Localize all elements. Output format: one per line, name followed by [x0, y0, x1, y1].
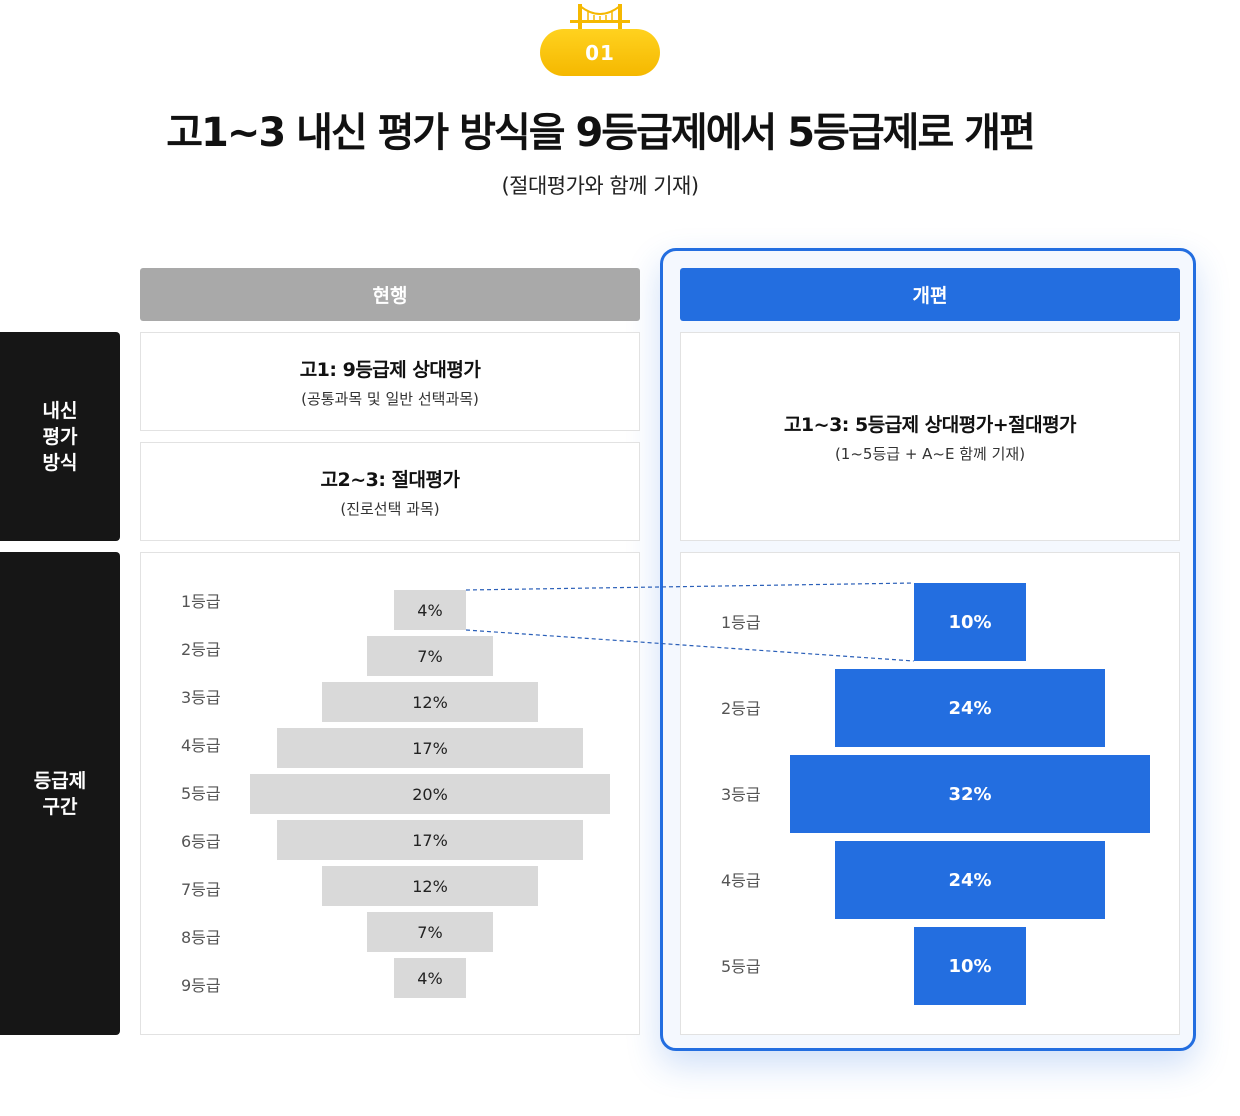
current-grade-label: 4등급: [181, 736, 221, 755]
current-grade-bar: 4%: [394, 958, 466, 998]
current-column-header: 현행: [140, 268, 640, 321]
reform-grade-label: 3등급: [721, 785, 761, 804]
bridge-icon: [570, 4, 630, 30]
current-grade-bar: 17%: [277, 728, 583, 768]
reform-grade-label: 2등급: [721, 699, 761, 718]
current-grade-bar: 12%: [322, 866, 538, 906]
current-grade-bar: 4%: [394, 590, 466, 630]
row-label-grades: 등급제 구간: [0, 552, 120, 1035]
current-grade-bar: 7%: [367, 636, 493, 676]
current-grade-label: 2등급: [181, 640, 221, 659]
reform-grade-label: 4등급: [721, 871, 761, 890]
page-subtitle: (절대평가와 함께 기재): [501, 174, 699, 198]
current-grade-bar: 20%: [250, 774, 610, 814]
current-grade-label: 8등급: [181, 928, 221, 947]
current-grade-label: 9등급: [181, 976, 221, 995]
reform-method-title: 고1~3: 5등급제 상대평가+절대평가: [783, 413, 1077, 436]
row-label-method: 내신 평가 방식: [0, 332, 120, 541]
reform-grade-label: 5등급: [721, 957, 761, 976]
current-grade-label: 3등급: [181, 688, 221, 707]
current-grade-bar: 17%: [277, 820, 583, 860]
reform-method-note: (1~5등급 + A~E 함께 기재): [834, 444, 1026, 463]
page-title: 고1~3 내신 평가 방식을 9등급제에서 5등급제로 개편: [166, 110, 1036, 156]
current-method-grade1-title: 고1: 9등급제 상대평가: [299, 358, 481, 381]
reform-grade-bar: 24%: [835, 669, 1105, 747]
current-method-grade1-box: 고1: 9등급제 상대평가 (공통과목 및 일반 선택과목): [140, 332, 640, 431]
current-method-grade23-box: 고2~3: 절대평가 (진로선택 과목): [140, 442, 640, 541]
reform-grade-label: 1등급: [721, 613, 761, 632]
current-grade-label: 7등급: [181, 880, 221, 899]
current-grade-label: 1등급: [181, 592, 221, 611]
current-method-grade23-note: (진로선택 과목): [340, 499, 440, 518]
reform-grade-bar: 32%: [790, 755, 1150, 833]
current-grade-bar: 7%: [367, 912, 493, 952]
reform-grade-bar: 10%: [913, 583, 1027, 661]
section-number-badge: 01: [540, 29, 660, 76]
current-grade-label: 5등급: [181, 784, 221, 803]
reform-grade-bar: 24%: [835, 841, 1105, 919]
reform-method-box: 고1~3: 5등급제 상대평가+절대평가 (1~5등급 + A~E 함께 기재): [680, 332, 1180, 541]
reform-column-header: 개편: [680, 268, 1180, 321]
current-method-grade23-title: 고2~3: 절대평가: [320, 468, 460, 491]
reform-grade-bar: 10%: [913, 927, 1027, 1005]
current-grade-label: 6등급: [181, 832, 221, 851]
current-method-grade1-note: (공통과목 및 일반 선택과목): [301, 389, 479, 408]
current-grade-bar: 12%: [322, 682, 538, 722]
